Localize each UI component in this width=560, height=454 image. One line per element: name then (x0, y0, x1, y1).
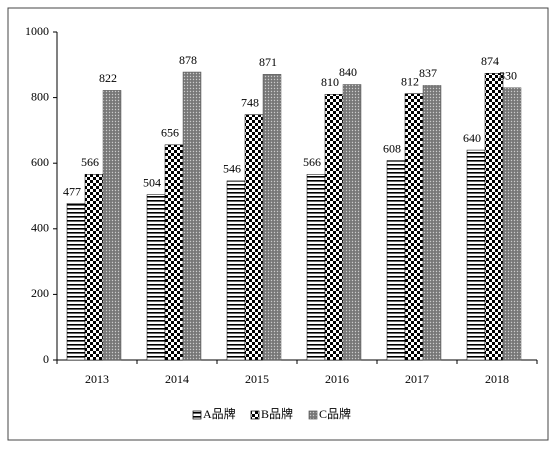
data-label: 871 (259, 55, 277, 69)
bar (466, 149, 486, 361)
y-tick-label: 400 (31, 221, 49, 235)
bar (324, 94, 344, 361)
legend-label: B品牌 (261, 407, 293, 421)
bar (484, 73, 504, 361)
bar (306, 174, 326, 361)
data-label: 810 (321, 75, 339, 89)
data-label: 878 (179, 53, 197, 67)
bar (386, 160, 406, 361)
legend-label: C品牌 (319, 407, 351, 421)
bar (164, 144, 184, 361)
data-label: 837 (419, 66, 437, 80)
data-label: 546 (223, 162, 241, 176)
data-label: 874 (481, 54, 499, 68)
legend-label: A品牌 (203, 407, 236, 421)
y-tick-label: 0 (43, 352, 49, 366)
bar (422, 85, 442, 361)
data-label: 477 (63, 184, 81, 198)
frame (7, 7, 549, 441)
data-label: 748 (241, 95, 259, 109)
data-label: 566 (81, 155, 99, 169)
bar (244, 114, 264, 361)
bar (226, 180, 246, 361)
x-tick-label: 2016 (325, 372, 349, 386)
bar (342, 84, 362, 361)
data-label: 830 (499, 69, 517, 83)
legend-swatch (308, 410, 318, 420)
data-label: 656 (161, 126, 179, 140)
data-label: 608 (383, 141, 401, 155)
data-label: 640 (463, 131, 481, 145)
bar (66, 203, 86, 361)
y-tick-label: 1000 (25, 24, 49, 38)
data-label: 566 (303, 155, 321, 169)
x-tick-label: 2017 (405, 372, 429, 386)
bar (102, 90, 122, 361)
data-label: 504 (143, 175, 161, 189)
x-tick-label: 2015 (245, 372, 269, 386)
legend-swatch (192, 410, 202, 420)
bar (84, 174, 104, 361)
data-label: 840 (339, 65, 357, 79)
y-tick-label: 200 (31, 286, 49, 300)
legend-swatch (250, 410, 260, 420)
y-tick-label: 600 (31, 155, 49, 169)
data-label: 812 (401, 74, 419, 88)
bar (146, 194, 166, 361)
bar (404, 93, 424, 361)
x-tick-label: 2018 (485, 372, 509, 386)
x-tick-label: 2013 (85, 372, 109, 386)
bar (262, 74, 282, 361)
bar (182, 71, 202, 361)
data-label: 822 (99, 71, 117, 85)
x-tick-label: 2014 (165, 372, 189, 386)
y-tick-label: 800 (31, 89, 49, 103)
bar (502, 87, 522, 361)
